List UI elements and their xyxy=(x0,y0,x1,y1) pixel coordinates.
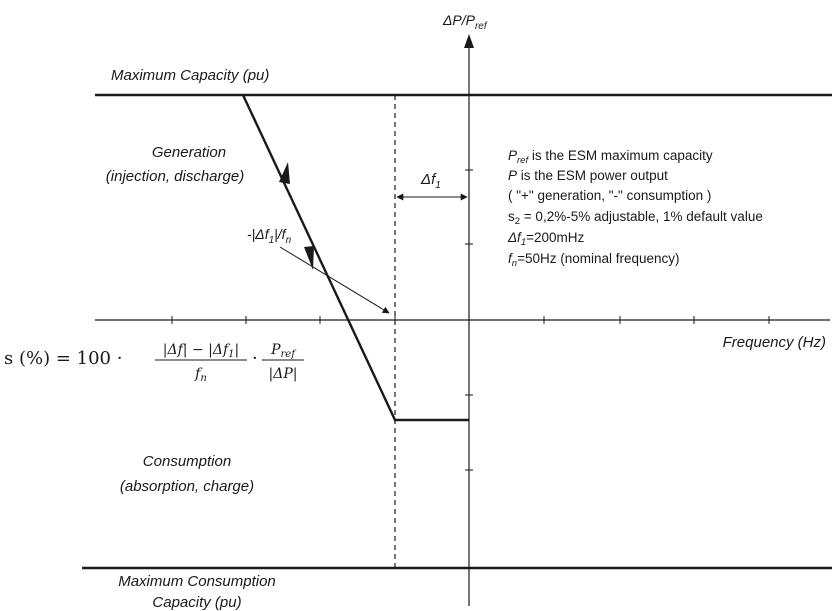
consumption-label: Consumption xyxy=(143,453,231,470)
y-axis-label: ΔP/Pref xyxy=(442,12,488,32)
slope-label: -|Δf1|/fn xyxy=(247,226,292,246)
note-s2: s2 = 0,2%-5% adjustable, 1% default valu… xyxy=(508,209,763,227)
notes-block: Pref is the ESM maximum capacity P is th… xyxy=(507,148,763,269)
note-pref: Pref is the ESM maximum capacity xyxy=(508,148,713,166)
formula-lhs: s (%) = 100 · xyxy=(4,348,122,369)
formula-denominator-2: |ΔP| xyxy=(269,366,298,382)
generation-sublabel: (injection, discharge) xyxy=(106,168,244,185)
note-fn: fn=50Hz (nominal frequency) xyxy=(508,251,680,269)
max-consumption-label: Maximum Consumption xyxy=(118,573,276,590)
max-capacity-label: Maximum Capacity (pu) xyxy=(111,67,269,84)
curve-arrow-up xyxy=(279,162,290,184)
formula-numerator-2: Pref xyxy=(270,342,297,360)
formula-multiply: · xyxy=(252,348,258,369)
consumption-sublabel: (absorption, charge) xyxy=(120,478,254,495)
formula-denominator: fn xyxy=(194,366,207,384)
droop-formula: s (%) = 100 · |Δf| − |Δf1| fn · Pref |ΔP… xyxy=(4,342,304,384)
x-axis-label: Frequency (Hz) xyxy=(723,334,826,351)
note-df1: Δf1=200mHz xyxy=(507,230,585,248)
y-axis-arrowhead xyxy=(464,34,474,48)
max-consumption-sublabel: Capacity (pu) xyxy=(152,594,241,611)
droop-characteristic-curve xyxy=(241,94,469,422)
delta-f1-label: Δf1 xyxy=(420,171,441,191)
note-p: P is the ESM power output xyxy=(508,168,668,183)
note-sign: ( "+" generation, "-" consumption ) xyxy=(508,188,711,203)
slope-pointer-arrow xyxy=(279,246,390,314)
y-axis-ticks xyxy=(465,169,473,471)
generation-label: Generation xyxy=(152,144,226,161)
curve-arrow-down xyxy=(304,246,314,270)
formula-numerator: |Δf| − |Δf1| xyxy=(163,342,239,360)
